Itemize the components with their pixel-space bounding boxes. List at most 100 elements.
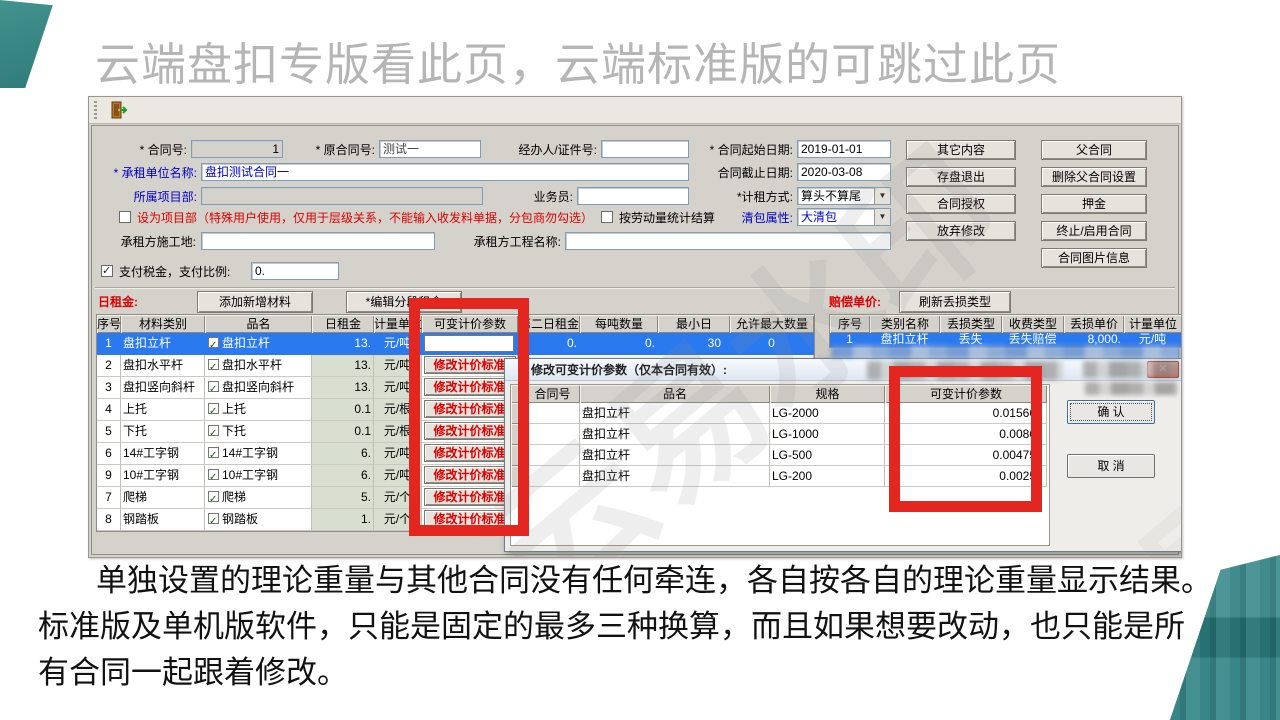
edit-price-standard-button[interactable]: 修改计价标准: [423, 444, 516, 462]
start-date-field[interactable]: 2019-01-01: [797, 140, 891, 158]
censored-block: [1085, 382, 1177, 395]
tax-ratio-field[interactable]: 0.: [251, 262, 339, 280]
col-rent[interactable]: 日租金: [312, 315, 374, 333]
row-checkbox[interactable]: [208, 467, 219, 486]
col-unit[interactable]: 计量单位: [1124, 315, 1181, 333]
row-checkbox[interactable]: [208, 423, 219, 442]
confirm-button[interactable]: 确 认: [1067, 400, 1155, 424]
deposit-button[interactable]: 押金: [1041, 194, 1147, 214]
add-material-button[interactable]: 添加新增材料: [197, 291, 313, 313]
rent-row[interactable]: 9 10#工字钢 10#工字钢 6. 元/吨 修改计价标准: [97, 465, 814, 487]
rent-mode-select[interactable]: 算头不算尾: [797, 187, 891, 205]
body-line-2: 标准版及单机版软件，只能是固定的最多三种换算，而且如果想要改动，也只能是所: [38, 609, 1185, 644]
exit-door-icon[interactable]: [109, 101, 129, 120]
start-date-label: * 合同起始日期:: [709, 143, 793, 157]
censored-row: [831, 345, 1181, 358]
body-line-1: 单独设置的理论重量与其他合同没有任何牵连，各自按各自的理论重量显示结果。: [96, 563, 1212, 598]
delete-parent-button[interactable]: 删除父合同设置: [1041, 167, 1147, 187]
edit-param-dialog: 修改可变计价参数（仅本合同有效）: ✕ 合同号 品名 规格 可变计价参数 盘扣立…: [504, 358, 1181, 552]
contract-no-field[interactable]: 1: [191, 140, 283, 158]
row-checkbox[interactable]: [208, 489, 219, 508]
site-label: 承租方施工地:: [120, 235, 196, 249]
site-field[interactable]: [201, 232, 435, 250]
rent-row[interactable]: 6 14#工字钢 14#工字钢 6. 元/吨 修改计价标准: [97, 443, 814, 465]
save-exit-button[interactable]: 存盘退出: [906, 167, 1016, 187]
dialog-row[interactable]: 盘扣立杆 LG-1000 0.0086: [511, 424, 1049, 445]
contract-auth-button[interactable]: 合同授权: [906, 194, 1016, 214]
discard-changes-button[interactable]: 放弃修改: [906, 221, 1016, 241]
window-toolbar: [89, 97, 1181, 124]
col-name[interactable]: 品名: [205, 315, 312, 333]
row-checkbox[interactable]: [208, 379, 219, 398]
row-checkbox[interactable]: [208, 335, 219, 354]
separator: [95, 287, 1175, 289]
col-min-day[interactable]: 最小日: [658, 315, 730, 333]
col-spec[interactable]: 规格: [770, 385, 885, 403]
damage-price-label: 赔偿单价:: [829, 295, 881, 309]
col-per-ton[interactable]: 每吨数量: [580, 315, 658, 333]
other-content-button[interactable]: 其它内容: [906, 140, 1016, 160]
col-param[interactable]: 可变计价参数: [422, 315, 518, 333]
parent-contract-button[interactable]: 父合同: [1041, 140, 1147, 160]
terminate-enable-button[interactable]: 终止/启用合同: [1041, 221, 1147, 241]
project-dept-checkbox-label: 设为项目部（特殊用户使用，仅用于层级关系，不能输入收发料单据，分包商勿勾选）: [137, 211, 594, 225]
contract-image-button[interactable]: 合同图片信息: [1041, 248, 1147, 268]
param-input[interactable]: [424, 335, 514, 352]
col-second-rent[interactable]: 第二日租金: [518, 315, 580, 333]
labor-stat-label: 按劳动量统计结算: [619, 211, 716, 225]
col-no[interactable]: 序号: [97, 315, 121, 333]
slide-body-text: 单独设置的理论重量与其他合同没有任何牵连，各自按各自的理论重量显示结果。 标准版…: [38, 558, 1256, 696]
contract-no-label: * 合同号:: [139, 143, 187, 157]
refresh-loss-type-button[interactable]: 刷新丢损类型: [899, 291, 1011, 313]
daily-rent-label: 日租金:: [98, 295, 138, 309]
renter-field[interactable]: 盘扣测试合同一: [201, 163, 689, 181]
col-category-name[interactable]: 类别名称: [870, 315, 940, 333]
edit-price-standard-button[interactable]: 修改计价标准: [423, 488, 516, 506]
agent-field[interactable]: [601, 140, 689, 158]
edit-price-standard-button[interactable]: 修改计价标准: [423, 356, 516, 374]
col-loss-price[interactable]: 丢损单价: [1064, 315, 1124, 333]
end-date-field[interactable]: 2020-03-08: [797, 163, 891, 181]
edit-price-standard-button[interactable]: 修改计价标准: [423, 466, 516, 484]
tax-checkbox[interactable]: [101, 264, 113, 277]
col-fee-type[interactable]: 收费类型: [1002, 315, 1064, 333]
rent-table: 序号 材料类别 品名 日租金 计量单位 可变计价参数 第二日租金 每吨数量 最小…: [96, 314, 815, 532]
orig-contract-label: * 原合同号:: [315, 143, 375, 157]
col-loss-type[interactable]: 丢损类型: [940, 315, 1002, 333]
col-max-qty[interactable]: 允许最大数量: [730, 315, 814, 333]
censored-block: [1083, 361, 1179, 378]
dialog-row[interactable]: 盘扣立杆 LG-200 0.0025: [511, 466, 1049, 487]
rent-mode-label: *计租方式:: [736, 190, 793, 204]
slide-title: 云端盘扣专版看此页，云端标准版的可跳过此页: [95, 39, 1062, 90]
body-line-3: 有合同一起跟着修改。: [38, 655, 348, 690]
col-no[interactable]: 序号: [830, 315, 870, 333]
edit-price-standard-button[interactable]: 修改计价标准: [423, 400, 516, 418]
edit-price-standard-button[interactable]: 修改计价标准: [423, 378, 516, 396]
row-checkbox[interactable]: [208, 357, 219, 376]
rent-row[interactable]: 3 盘扣竖向斜杆 盘扣竖向斜杆 13. 元/吨 修改计价标准: [97, 377, 814, 399]
dialog-grid: 合同号 品名 规格 可变计价参数 盘扣立杆 LG-2000 0.01566 盘扣…: [510, 384, 1050, 546]
salesman-field[interactable]: [577, 187, 689, 205]
col-category[interactable]: 材料类别: [121, 315, 205, 333]
highlight-rect-rent-param-column: [409, 298, 529, 536]
rent-row-selected[interactable]: 1 盘扣立杆 盘扣立杆 13. 元/吨 0. 0. 30 0: [97, 333, 814, 355]
orig-contract-field[interactable]: 测试一: [379, 140, 481, 158]
row-checkbox[interactable]: [208, 445, 219, 464]
dialog-row[interactable]: 盘扣立杆 LG-2000 0.01566: [511, 403, 1049, 424]
dept-field[interactable]: [201, 187, 483, 205]
labor-stat-checkbox[interactable]: [601, 211, 613, 223]
salesman-label: 业务员:: [533, 190, 573, 204]
dialog-grid-header: 合同号 品名 规格 可变计价参数: [511, 385, 1049, 403]
row-checkbox[interactable]: [208, 511, 219, 530]
toolbar-grip[interactable]: [94, 101, 97, 120]
qingbao-select[interactable]: 大清包: [797, 208, 891, 226]
damage-table: 序号 类别名称 丢损类型 收费类型 丢损单价 计量单位 1 盘扣立杆 丢失 丢失…: [829, 314, 1181, 348]
project-dept-checkbox[interactable]: [119, 211, 131, 223]
row-checkbox[interactable]: [208, 401, 219, 420]
project-name-field[interactable]: [565, 232, 891, 250]
col-name[interactable]: 品名: [580, 385, 770, 403]
cancel-button[interactable]: 取 消: [1067, 454, 1155, 478]
col-variable-param[interactable]: 可变计价参数: [885, 385, 1047, 403]
col-contract-no[interactable]: 合同号: [525, 385, 580, 403]
